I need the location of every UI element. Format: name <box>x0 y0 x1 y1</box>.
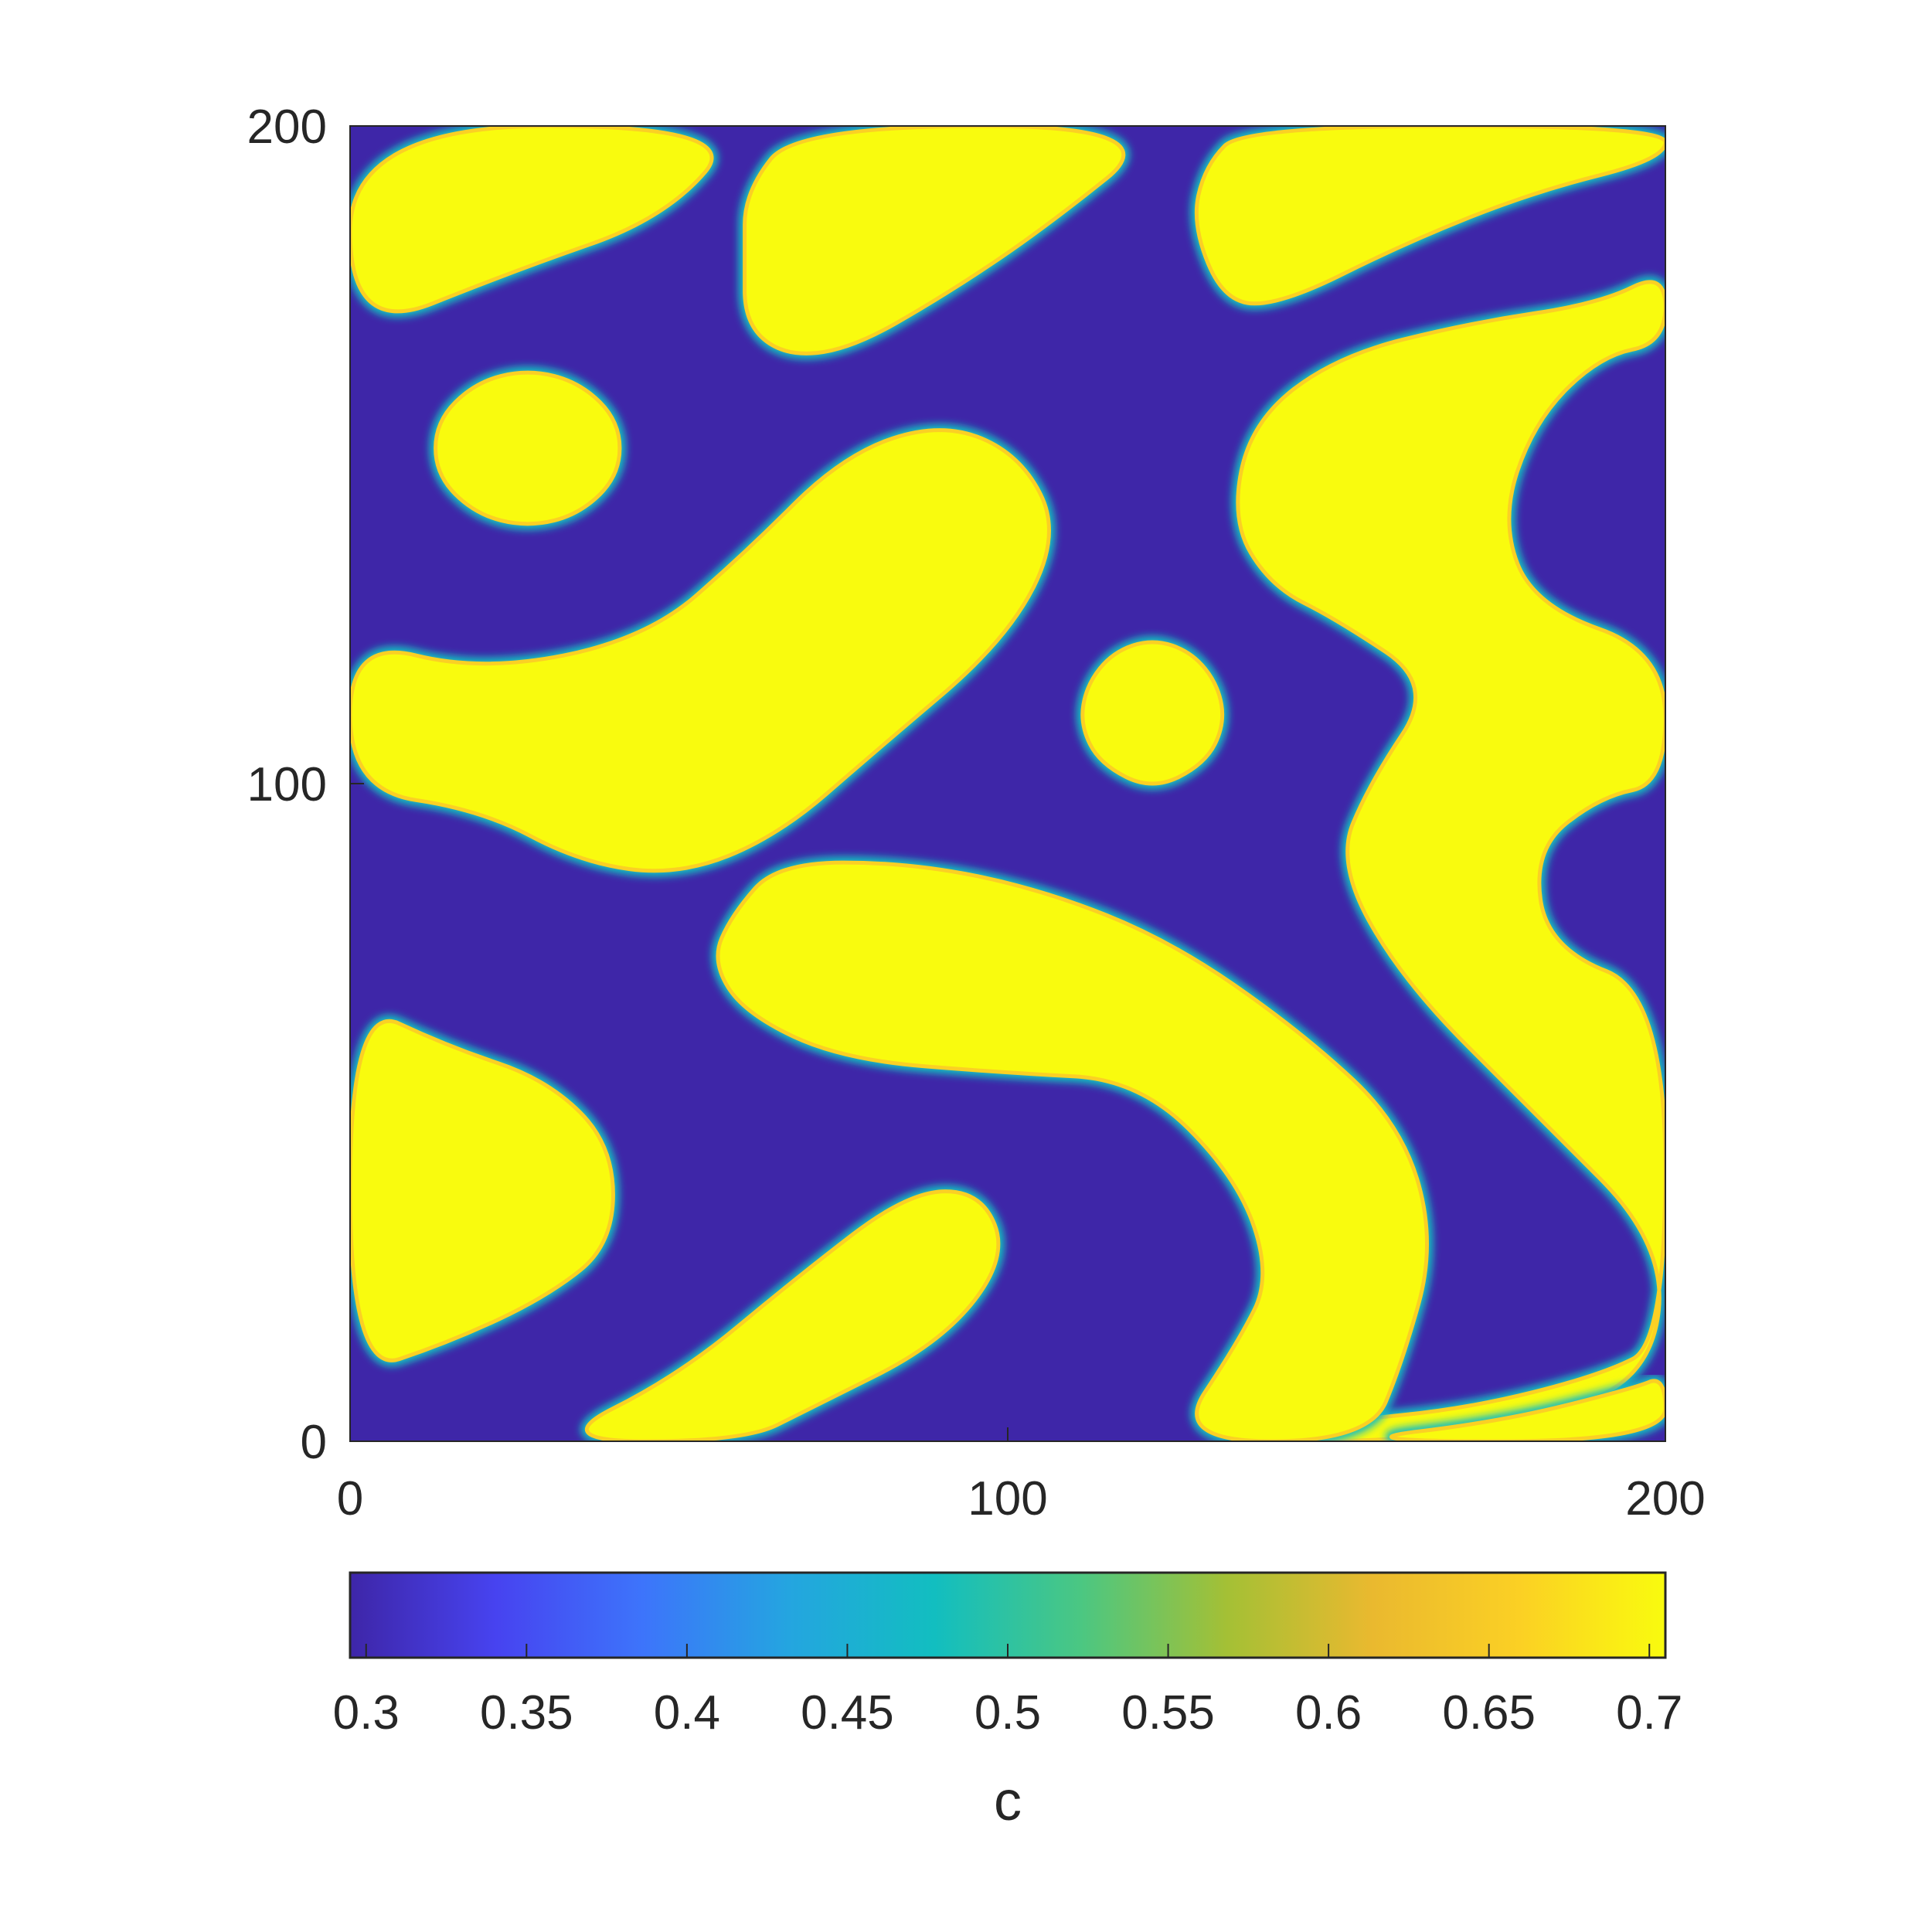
high-phase-region-10 <box>580 1185 1005 1441</box>
colorbar-ticks: 0.3 0.35 0.4 0.45 0.5 0.55 0.6 0.65 0.7 <box>333 1644 1682 1740</box>
high-phase-fill-3 <box>1194 126 1665 306</box>
x-tick-label: 200 <box>1625 1472 1705 1526</box>
colorbar-tick-label: 0.4 <box>654 1686 720 1740</box>
x-tick-label: 0 <box>337 1472 363 1526</box>
x-tick-label: 100 <box>968 1472 1047 1526</box>
high-phase-fill-2 <box>743 126 1126 355</box>
high-phase-fill-9 <box>350 1019 615 1362</box>
high-phase-region-8 <box>712 856 1434 1441</box>
high-phase-fill-1 <box>350 126 714 314</box>
high-phase-region-11 <box>1385 1375 1665 1441</box>
colorbar-label: c <box>994 1770 1022 1832</box>
high-phase-region-6 <box>350 423 1056 877</box>
y-tick-label: 100 <box>247 758 327 811</box>
high-phase-region-1 <box>350 126 718 318</box>
colorbar-tick-label: 0.35 <box>480 1686 573 1740</box>
y-axis-ticks: 0 100 200 <box>247 100 364 1469</box>
high-phase-fill-5 <box>1080 640 1225 786</box>
colorbar-tick-label: 0.3 <box>333 1686 400 1740</box>
high-phase-region-5 <box>1076 636 1229 790</box>
high-phase-region-4 <box>429 366 626 530</box>
y-tick-label: 0 <box>301 1416 327 1469</box>
high-phase-fill-11 <box>1389 1379 1665 1441</box>
high-phase-region-9 <box>350 1015 620 1367</box>
y-tick-label: 200 <box>247 100 327 154</box>
high-phase-fill-10 <box>584 1189 1001 1441</box>
heatmap-axes: 0 100 200 0 100 200 <box>247 100 1706 1526</box>
x-axis-ticks: 0 100 200 <box>337 1427 1706 1526</box>
colorbar-tick-label: 0.6 <box>1295 1686 1362 1740</box>
colorbar-tick-label: 0.65 <box>1442 1686 1536 1740</box>
high-phase-region-3 <box>1190 126 1665 310</box>
high-phase-fill-8 <box>716 860 1429 1441</box>
colorbar-tick-label: 0.5 <box>975 1686 1041 1740</box>
high-phase-fill-4 <box>434 370 622 526</box>
heatmap-high-phase-regions <box>350 126 1665 1441</box>
colorbar: 0.3 0.35 0.4 0.45 0.5 0.55 0.6 0.65 0.7 c <box>333 1571 1682 1832</box>
colorbar-tick-label: 0.7 <box>1616 1686 1682 1740</box>
colorbar-tick-label: 0.55 <box>1121 1686 1215 1740</box>
high-phase-region-2 <box>738 126 1130 360</box>
high-phase-fill-6 <box>350 428 1051 873</box>
colorbar-gradient <box>349 1571 1667 1659</box>
colorbar-tick-label: 0.45 <box>801 1686 894 1740</box>
